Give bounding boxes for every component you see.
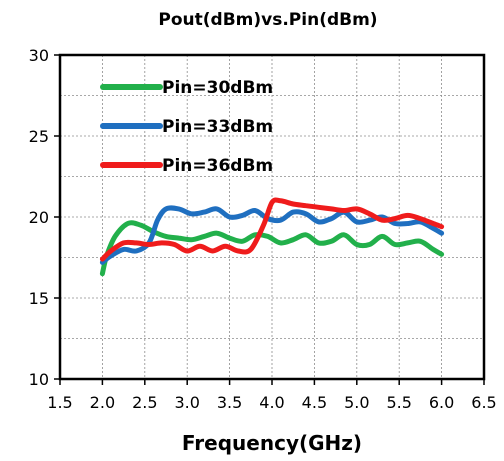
series-line-3 — [99, 197, 445, 262]
legend-label-3: Pin=36dBm — [162, 156, 273, 176]
y-tick-label: 20 — [29, 208, 49, 227]
legend-label-2: Pin=33dBm — [162, 117, 273, 137]
axis-ticks: 1.5 2.0 2.5 3.0 3.5 4.0 4.5 5.0 5.5 6.0 6.5 10 15 20 2… — [29, 46, 497, 412]
series-line-1 — [99, 220, 445, 277]
series-layer — [99, 197, 445, 277]
legend: Pin=30dBm Pin=33dBm Pin=36dBm — [100, 78, 273, 176]
y-tick-label: 10 — [29, 370, 49, 389]
legend-label-1: Pin=30dBm — [162, 78, 273, 98]
x-tick-label: 3.0 — [174, 393, 199, 412]
x-tick-label: 6.5 — [471, 393, 496, 412]
x-tick-label: 2.0 — [90, 393, 115, 412]
x-axis-label: Frequency(GHz) — [182, 431, 362, 455]
x-tick-label: 6.0 — [429, 393, 454, 412]
y-tick-label: 30 — [29, 46, 49, 65]
x-tick-label: 4.0 — [259, 393, 284, 412]
y-tick-label: 25 — [29, 127, 49, 146]
x-tick-label: 4.5 — [302, 393, 327, 412]
y-tick-label: 15 — [29, 289, 49, 308]
x-tick-label: 2.5 — [132, 393, 157, 412]
x-tick-label: 5.5 — [386, 393, 411, 412]
x-tick-label: 1.5 — [47, 393, 72, 412]
chart-title: Pout(dBm)vs.Pin(dBm) — [158, 10, 377, 30]
x-tick-label: 3.5 — [217, 393, 242, 412]
x-tick-label: 5.0 — [344, 393, 369, 412]
